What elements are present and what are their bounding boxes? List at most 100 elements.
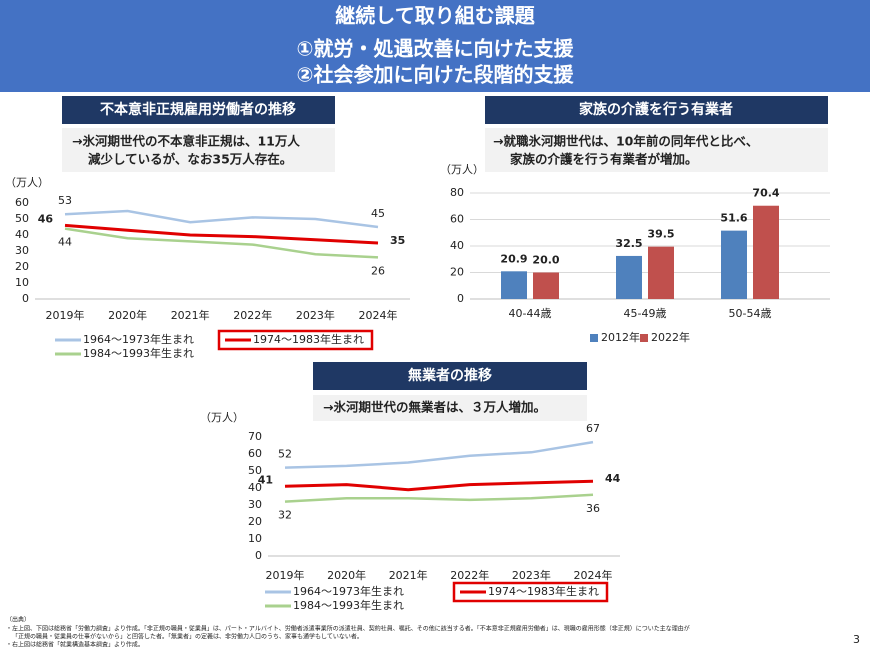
data-label: 67 [586,422,600,435]
legend-swatch [590,334,598,342]
header-title: 継続して取り組む課題 [335,4,535,28]
page-number: 3 [853,633,860,646]
header-line: ②社会参加に向けた段階的支援 [297,63,575,87]
bar [753,205,779,299]
data-label: 52 [278,448,292,461]
data-label: 53 [58,194,72,207]
footnote-heading: （出典） [6,616,30,624]
x-tick-label: 40-44歳 [509,307,552,320]
data-label: 32 [278,509,292,522]
bar [501,271,527,299]
data-label: 35 [390,234,405,247]
y-tick-label: 30 [248,498,262,511]
x-tick-label: 2022年 [450,568,489,582]
x-tick-label: 2019年 [46,308,85,322]
annotation: →氷河期世代の不本意非正規は、11万人 [72,134,300,149]
series-line [64,209,379,229]
y-tick-label: 0 [457,292,464,305]
y-tick-label: 20 [248,515,262,528]
data-label: 39.5 [647,228,674,241]
x-tick-label: 2024年 [574,568,613,582]
y-tick-label: 40 [450,239,464,252]
y-tick-label: 0 [22,292,29,305]
x-tick-label: 2019年 [266,568,305,582]
footnote: ・左上図、下図は総務省「労働力調査」より作成。「非正規の職員・従業員」は、パート… [6,625,690,633]
y-tick-label: 40 [15,228,29,241]
y-tick-label: 60 [450,213,464,226]
data-label: 32.5 [615,237,642,250]
data-label: 51.6 [720,212,747,225]
y-tick-label: 20 [15,260,29,273]
x-tick-label: 45-49歳 [624,307,667,320]
legend-label: 1984〜1993年生まれ [293,598,404,612]
data-label: 44 [58,236,72,249]
y-tick-label: 30 [15,244,29,257]
bar [616,255,642,299]
y-tick-label: 50 [15,212,29,225]
x-tick-label: 2023年 [512,568,551,582]
header-band [0,0,870,92]
x-tick-label: 50-54歳 [729,307,772,320]
y-tick-label: 40 [248,481,262,494]
bar [721,230,747,299]
y-tick-label: 20 [450,266,464,279]
series-line [284,479,594,492]
chart-title: 家族の介護を行う有業者 [579,101,733,118]
series-line [284,440,594,469]
title-box [313,362,587,390]
bar [533,272,559,299]
note-box [485,128,828,172]
series-line [64,223,379,245]
series-line [64,227,379,259]
data-label: 44 [605,472,621,485]
x-tick-label: 2024年 [359,308,398,322]
legend-label: 1974〜1983年生まれ [488,584,599,598]
data-label: 20.9 [500,252,527,265]
annotation: 家族の介護を行う有業者が増加。 [510,152,698,167]
y-tick-label: 60 [248,447,262,460]
y-tick-label: 60 [15,196,29,209]
y-axis-label: （万人） [5,176,49,189]
title-box [485,96,828,124]
legend-label: 1974〜1983年生まれ [253,332,364,346]
data-label: 45 [371,207,385,220]
legend-label: 1984〜1993年生まれ [83,346,194,360]
footnote: ・右上図は総務省「就業構造基本調査」より作成。 [6,641,144,649]
title-box [62,96,335,124]
note-box [313,395,587,421]
x-tick-label: 2020年 [327,568,366,582]
note-box [62,128,335,172]
annotation: →氷河期世代の無業者は、３万人増加。 [323,400,546,415]
y-tick-label: 80 [450,186,464,199]
data-label: 41 [258,473,273,486]
chart-title: 無業者の推移 [408,367,492,384]
x-tick-label: 2021年 [389,568,428,582]
chart-title: 不本意非正規雇用労働者の推移 [100,101,296,118]
legend-label: 2022年 [651,330,690,344]
data-label: 46 [38,212,54,225]
legend-highlight [452,581,609,603]
data-label: 20.0 [532,254,559,267]
legend-label: 1964〜1973年生まれ [83,332,194,346]
x-tick-label: 2020年 [108,308,147,322]
annotation: →就職氷河期世代は、10年前の同年代と比べ、 [493,134,758,149]
y-tick-label: 0 [255,549,262,562]
y-axis-label: （万人） [440,163,484,176]
x-tick-label: 2021年 [171,308,210,322]
x-tick-label: 2022年 [233,308,272,322]
y-tick-label: 70 [248,430,262,443]
annotation: 減少しているが、なお35万人存在。 [88,152,292,167]
y-tick-label: 10 [15,276,29,289]
y-tick-label: 50 [248,464,262,477]
x-tick-label: 2023年 [296,308,335,322]
data-label: 70.4 [752,187,779,200]
series-line [284,493,594,503]
legend-swatch [640,334,648,342]
legend-label: 2012年 [601,330,640,344]
y-axis-label: （万人） [200,411,244,424]
footnote: 「正規の職員・従業員の仕事がないから」と回答した者。「無業者」の定義は、非労働力… [12,633,363,641]
legend-label: 1964〜1973年生まれ [293,584,404,598]
legend-highlight [217,329,374,351]
data-label: 36 [586,502,600,515]
